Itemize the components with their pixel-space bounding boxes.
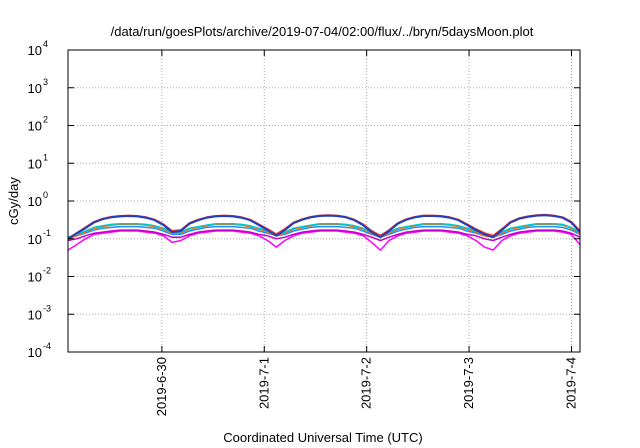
y-tick-label: 10: [28, 232, 42, 247]
y-tick-label: 10: [28, 307, 42, 322]
x-tick-label: 2019-7-1: [256, 357, 271, 409]
y-tick-label: 10: [28, 345, 42, 360]
y-tick-exponent: -3: [43, 303, 51, 313]
x-tick-label: 2019-7-3: [461, 357, 476, 409]
series-line: [67, 230, 581, 251]
x-tick-label: 2019-6-30: [154, 357, 169, 416]
y-axis-label: cGy/day: [6, 177, 21, 225]
series-line: [67, 214, 581, 240]
y-tick-exponent: 0: [43, 190, 48, 200]
x-axis: 2019-6-30 2019-7-1 2019-7-2 2019-7-3 2019-7-…: [154, 50, 578, 416]
y-tick-label: 10: [28, 270, 42, 285]
y-tick-exponent: -4: [43, 341, 51, 351]
y-tick-label: 10: [28, 119, 42, 134]
x-axis-label: Coordinated Universal Time (UTC): [223, 430, 422, 445]
y-tick-label: 10: [28, 194, 42, 209]
y-tick-exponent: -1: [43, 228, 51, 238]
y-tick-exponent: 1: [43, 152, 48, 162]
series-line: [67, 229, 581, 242]
x-tick-label: 2019-7-4: [563, 357, 578, 409]
y-tick-exponent: -2: [43, 266, 51, 276]
y-tick-label: 10: [28, 43, 42, 58]
grid: [68, 50, 580, 352]
y-tick-exponent: 3: [43, 77, 48, 87]
chart-title: /data/run/goesPlots/archive/2019-07-04/0…: [111, 24, 534, 39]
series-group: [67, 213, 581, 251]
y-tick-label: 10: [28, 81, 42, 96]
y-tick-label: 10: [28, 156, 42, 171]
y-tick-exponent: 4: [43, 39, 48, 49]
x-tick-label: 2019-7-2: [359, 357, 374, 409]
y-tick-exponent: 2: [43, 115, 48, 125]
